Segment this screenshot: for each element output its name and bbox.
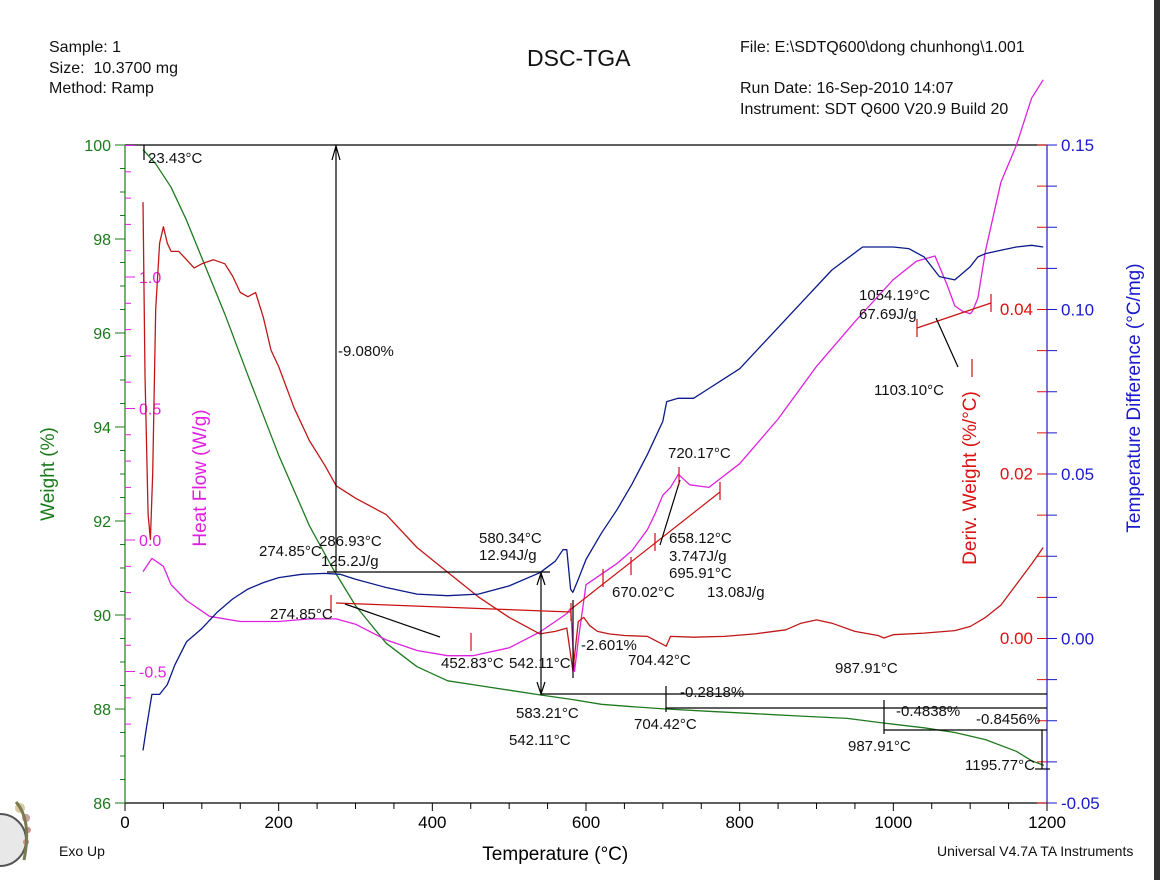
x-tick-label: 600: [572, 813, 600, 832]
x-tick-label: 0: [120, 813, 129, 832]
baseline-line: [569, 491, 721, 611]
x-tick-label: 800: [725, 813, 753, 832]
series-heat-flow-line: [142, 79, 1044, 673]
instrument-label: Instrument: SDT Q600 V20.9 Build 20: [740, 101, 1009, 118]
baseline-line: [916, 302, 992, 329]
annotation-label: 274.85°C: [270, 606, 333, 623]
annotation-label: 452.83°C: [441, 655, 504, 672]
annotation-label: 3.747J/g: [669, 548, 727, 565]
series-layer: [142, 79, 1045, 767]
deriv-weight-tick-label: 0.02: [1000, 465, 1033, 484]
arrow-head-icon: [331, 143, 341, 161]
weight-tick-label: 90: [93, 608, 111, 625]
weight-axis-title: Weight (%): [38, 427, 59, 521]
deriv-weight-tick-label: 0.00: [1000, 629, 1033, 648]
annotation-label: 583.21°C: [516, 705, 579, 722]
annotation-label: 67.69J/g: [859, 306, 917, 323]
deriv-weight-axis-title: Deriv. Weight (%/°C): [960, 391, 981, 565]
temp-diff-tick-label: -0.05: [1061, 794, 1100, 813]
x-tick-label: 1200: [1028, 813, 1066, 832]
annotation-label: 23.43°C: [148, 150, 203, 167]
annotation-label: 1195.77°C: [965, 757, 1035, 774]
annotation-label: 720.17°C: [668, 445, 731, 462]
tangent-line: [935, 317, 959, 368]
sample-label: Sample: 1: [49, 39, 122, 56]
temp-diff-axis-title: Temperature Difference (°C/mg): [1124, 263, 1145, 532]
weight-tick-label: 100: [84, 138, 111, 155]
run-date-label: Run Date: 16-Sep-2010 14:07: [740, 80, 954, 97]
annotation-label: -0.8456%: [976, 711, 1040, 728]
baseline-line: [335, 602, 572, 613]
annotation-label: 1054.19°C: [859, 287, 930, 304]
annotation-label: 542.11°C: [509, 655, 571, 672]
temp-diff-tick-label: 0.10: [1061, 301, 1094, 320]
x-axis-title: Temperature (°C): [482, 844, 628, 865]
weight-tick-label: 94: [93, 420, 111, 437]
series-weight-line: [142, 149, 1045, 767]
temp-diff-tick-label: 0.15: [1061, 136, 1094, 155]
annotation-label: 670.02°C: [612, 584, 675, 601]
x-tick-label: 200: [264, 813, 292, 832]
annotation-label: 12.94J/g: [479, 547, 537, 564]
software-label: Universal V4.7A TA Instruments: [937, 843, 1134, 859]
annotation-label: 704.42°C: [628, 652, 691, 669]
weight-tick-label: 86: [93, 796, 111, 813]
weight-tick-label: 92: [93, 514, 111, 531]
annotation-label: 580.34°C: [479, 530, 542, 547]
tangent-line: [344, 603, 441, 638]
heat-flow-axis-title: Heat Flow (W/g): [190, 409, 211, 546]
annotation-layer: 23.43°C-9.080%274.85°C286.93°C125.2J/g27…: [143, 143, 1050, 774]
axes-layer: 0 200 400 600 800 1000 1200 Temperature (°C) 86 8…: [38, 136, 1145, 865]
annotation-label: 695.91°C: [669, 565, 732, 582]
annotation-label: 125.2J/g: [321, 553, 379, 570]
annotation-label: 286.93°C: [319, 533, 382, 550]
weight-tick-label: 98: [93, 232, 111, 249]
deriv-weight-tick-label: 0.04: [1000, 300, 1033, 319]
annotation-label: -9.080%: [338, 343, 394, 360]
annotation-label: 658.12°C: [669, 530, 732, 547]
x-tick-label: 1000: [874, 813, 912, 832]
heat-flow-tick-label: 1.0: [139, 270, 161, 287]
annotation-label: -0.2818%: [680, 684, 744, 701]
annotation-label: -0.4838%: [896, 703, 960, 720]
exo-up-label: Exo Up: [59, 843, 105, 859]
heat-flow-tick-label: 0.5: [139, 402, 161, 419]
file-label: File: E:\SDTQ600\dong chunhong\1.001: [740, 39, 1025, 56]
annotation-label: 13.08J/g: [707, 584, 765, 601]
series-temperature-difference-line: [142, 244, 1044, 751]
size-label: Size: 10.3700 mg: [49, 60, 178, 77]
chart-title: DSC-TGA: [527, 45, 631, 71]
weight-tick-label: 96: [93, 326, 111, 343]
method-label: Method: Ramp: [49, 80, 154, 97]
arrow-head-icon: [536, 571, 546, 586]
corner-decoration-icon: [0, 801, 31, 867]
annotation-label: 274.85°C: [259, 543, 322, 560]
tangent-line: [659, 479, 681, 546]
annotation-label: -2.601%: [581, 637, 637, 654]
series-deriv-weight-line: [142, 202, 1044, 672]
annotation-label: 542.11°C: [509, 732, 571, 749]
heat-flow-tick-label: 0.0: [139, 533, 161, 550]
weight-tick-label: 88: [93, 702, 111, 719]
annotation-label: 704.42°C: [634, 716, 697, 733]
annotation-label: 987.91°C: [848, 738, 911, 755]
temp-diff-tick-label: 0.00: [1061, 630, 1094, 649]
annotation-label: 1103.10°C: [874, 382, 944, 399]
heat-flow-tick-label: -0.5: [139, 665, 167, 682]
annotation-label: 987.91°C: [835, 660, 898, 677]
temp-diff-tick-label: 0.05: [1061, 465, 1094, 484]
x-tick-label: 400: [418, 813, 446, 832]
window-edge: [1154, 0, 1160, 880]
